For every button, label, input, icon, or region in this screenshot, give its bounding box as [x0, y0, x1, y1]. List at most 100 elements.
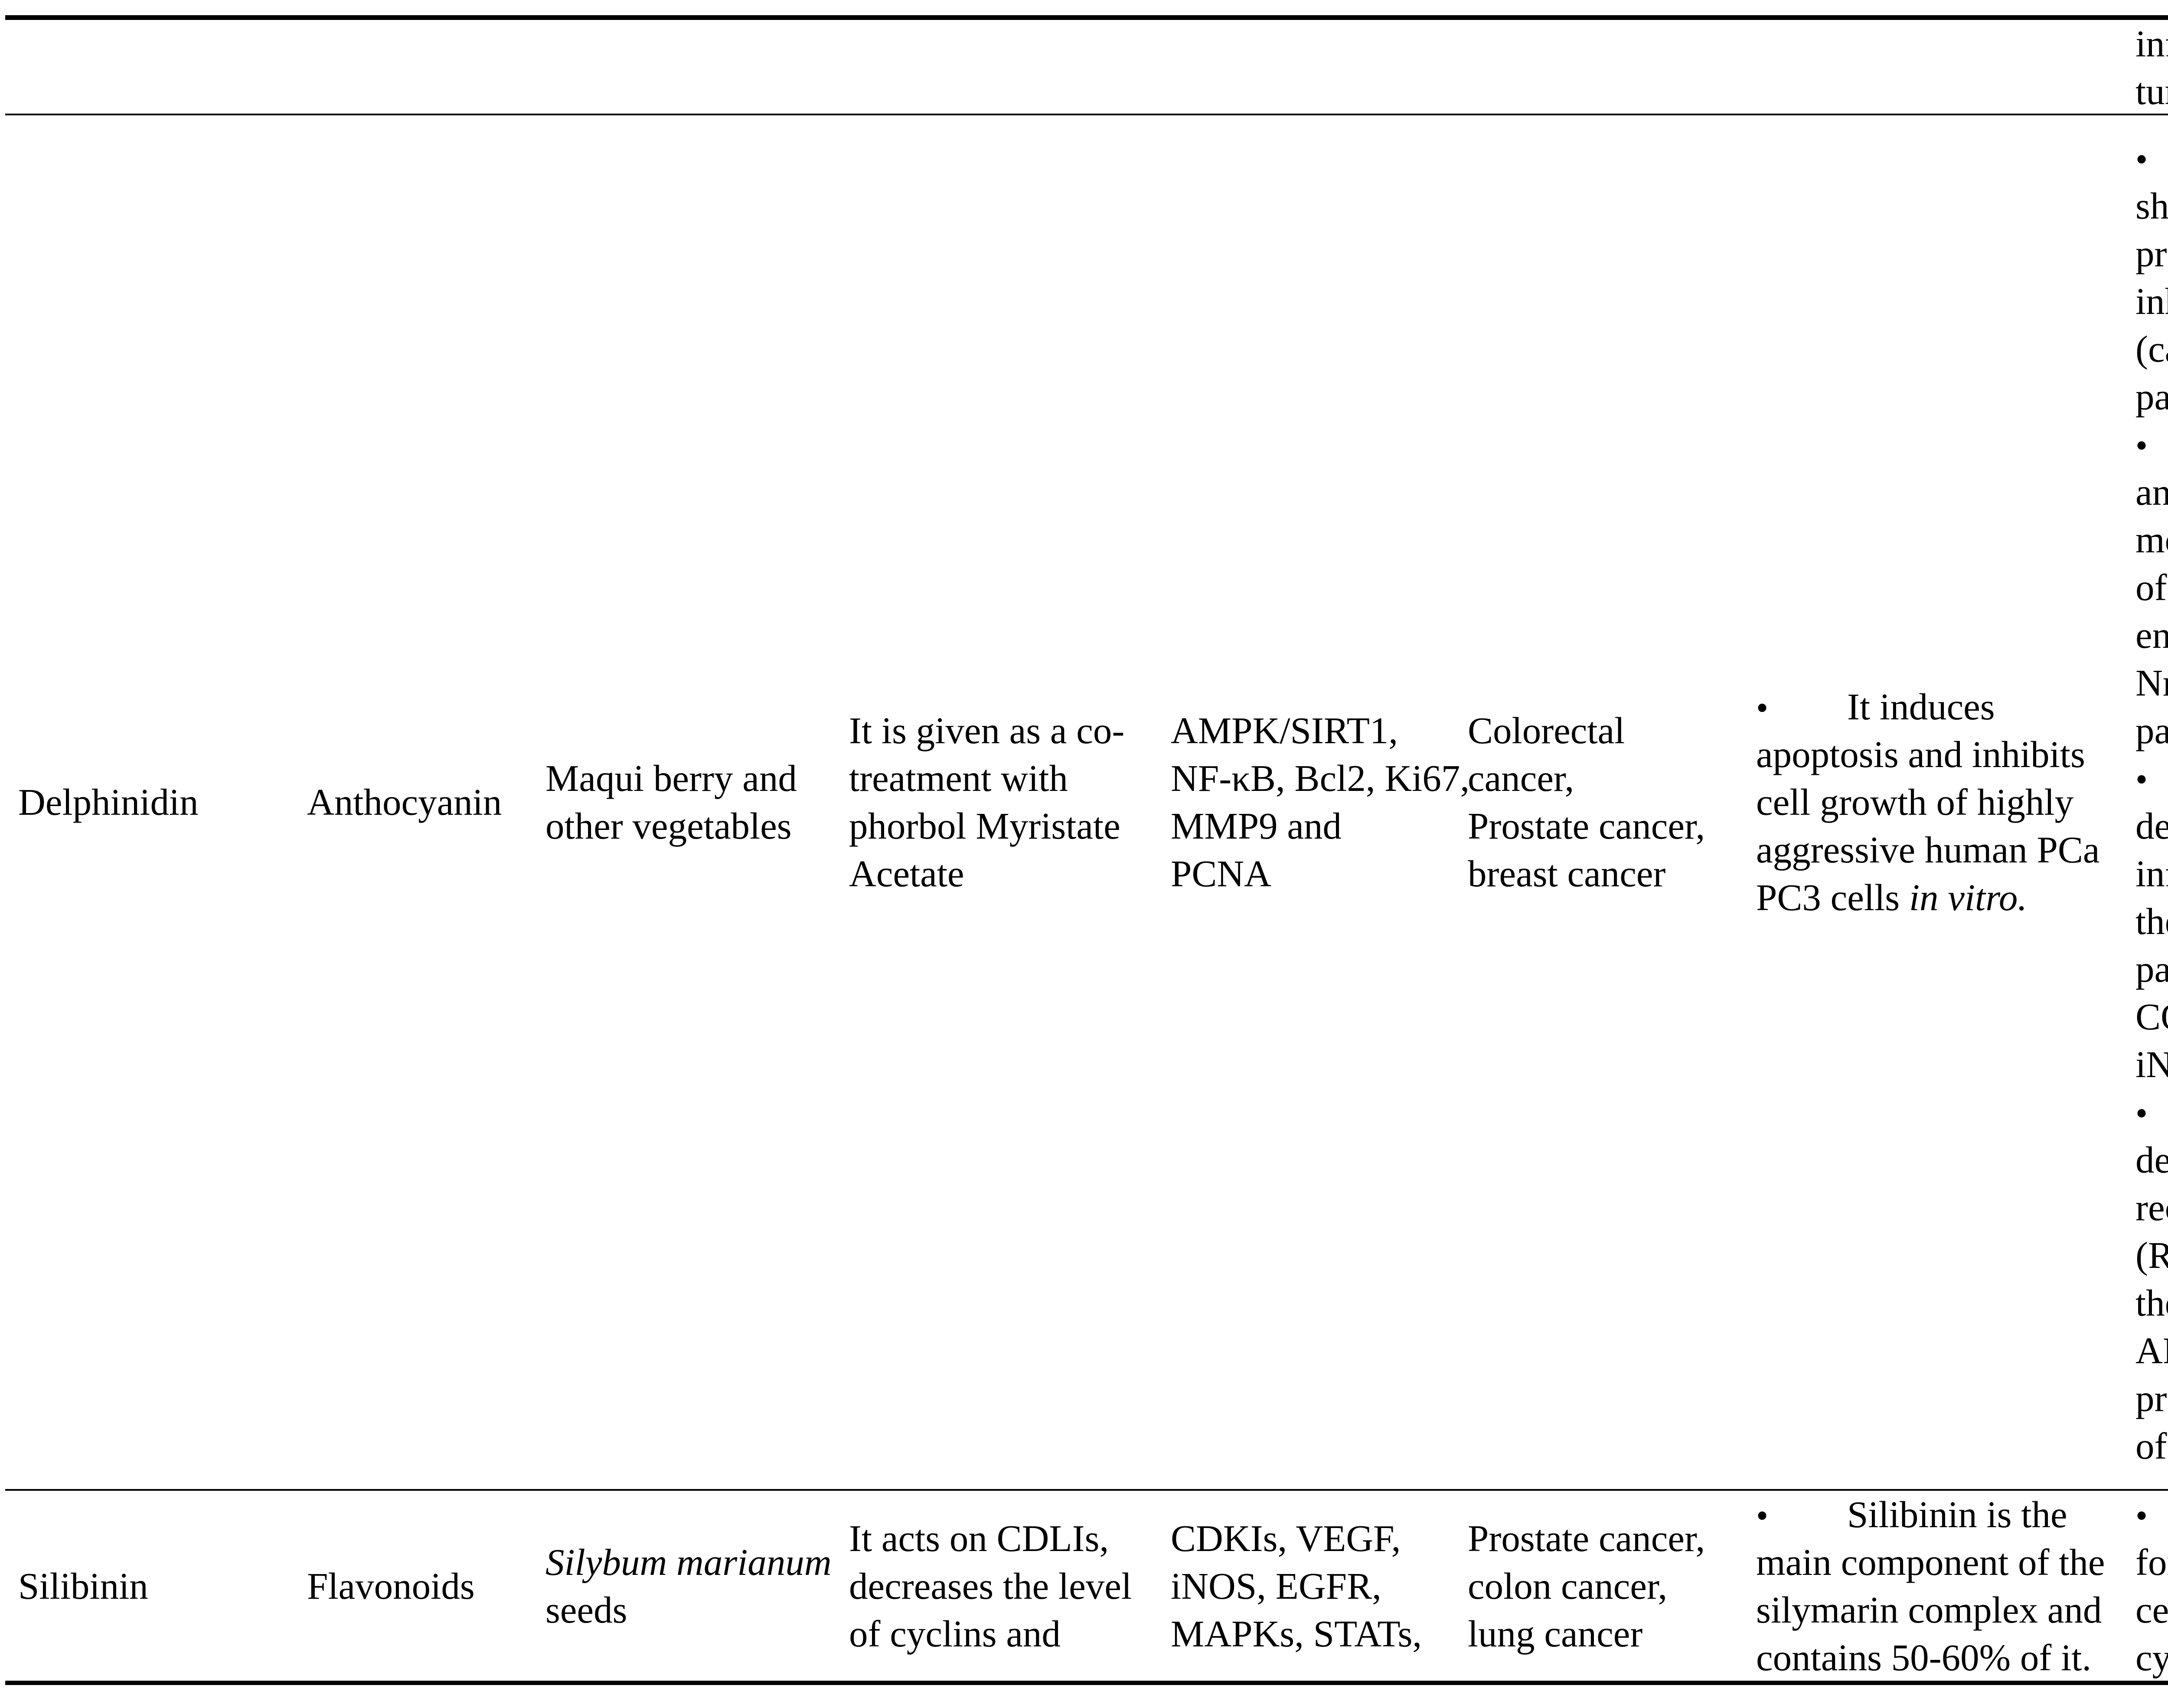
text-segment: It is given as a co- [849, 709, 1125, 751]
text-segment: Colorectal [1468, 709, 1625, 751]
text-segment: receptor tyrosine kinase [2135, 1186, 2168, 1228]
text-segment: silymarin complex and [1756, 1589, 2102, 1631]
table-cell-line: Prostate cancer, [1468, 802, 1753, 850]
row-separator [5, 1489, 2168, 1491]
text-segment: Acetate [849, 852, 964, 895]
table-cell-line: phorbol Myristate [849, 802, 1167, 850]
cell-treatment [846, 20, 1167, 115]
text-segment: delphinidin can reduce [2135, 805, 2168, 847]
text-segment: iNOS synthesis. [2135, 1043, 2168, 1085]
text-segment: delphinidin decreases [2135, 1139, 2168, 1181]
text-segment: Flavonoids [307, 1565, 475, 1607]
text-segment: decreases the level [849, 1565, 1132, 1607]
table-cell-line: inflammation by affecting [2135, 850, 2168, 898]
table-cell-line: Maqui berry and [545, 754, 846, 802]
text-segment: apoptosis and inhibits [1756, 733, 2085, 775]
table-cell-line: AP-1 factor, potentially [2135, 1327, 2168, 1375]
table-cell-line: MMP9 and [1171, 802, 1464, 850]
table-cell-line: prevention and therapy by [2135, 230, 2168, 278]
table-top-rule [5, 15, 2168, 20]
cell-mechanisms: infiltration in xenograftedtumors in viv… [2132, 20, 2168, 115]
table-cell-line: contains 50-60% of it. [1756, 1634, 2132, 1682]
table-cell-line: COX-2 levels and induces [2135, 993, 2168, 1041]
text-segment: Prostate cancer, [1468, 805, 1705, 847]
text-segment: contains 50-60% of it. [1756, 1636, 2092, 1679]
bullet-icon: • [1756, 689, 1769, 727]
text-segment: cell growth of highly [1756, 781, 2074, 823]
table-cell-line: for its ability to activate [2135, 1538, 2168, 1586]
text-segment: antioxidation by [2135, 471, 2168, 513]
text-segment: the PI3K/Akt and NF-κB [2135, 900, 2168, 942]
text-segment: It induces [1847, 686, 1995, 728]
table-cell-line: Colorectal [1468, 707, 1753, 754]
table-cell-line: MAPKs, STATs, [1171, 1610, 1464, 1658]
table-cell-line: iNOS, EGFR, [1171, 1562, 1464, 1610]
table-cell-line: AMPK/SIRT1, [1171, 707, 1464, 754]
text-segment: cancer, [1468, 757, 1574, 799]
table-cell-line: apoptosis and inhibits [1756, 731, 2132, 778]
table-cell-line: delphinidin can reduce [2135, 802, 2168, 850]
text-segment: AP-1 factor, potentially [2135, 1329, 2168, 1372]
table-cell-line: (canonical Wnt) signaling [2135, 325, 2168, 373]
text-segment: Maqui berry and [545, 757, 797, 799]
table-cell-line: •Furthermore, [2135, 754, 2168, 802]
text-segment: Silybum marianum [545, 1541, 832, 1583]
table-cell-line: It acts on CDLIs, [849, 1515, 1167, 1562]
text-segment: It acts on CDLIs, [849, 1517, 1109, 1559]
cell-class [304, 20, 542, 115]
table-cell-line: •Silibinin is recognized [2135, 1491, 2168, 1538]
table-cell-line: lung cancer [1468, 1610, 1753, 1658]
table-cell-line: • Silibinin is the [1756, 1491, 2132, 1538]
text-segment: PC3 cells [1756, 876, 1909, 918]
text-segment: main component of the [1756, 1541, 2105, 1583]
text-segment: aggressive human PCa [1756, 829, 2100, 871]
table-cell-line: PC3 cells in vitro. [1756, 874, 2132, 921]
text-segment: modulating the expression [2135, 519, 2168, 561]
table-cell-line: Silybum marianum [545, 1538, 846, 1586]
text-segment: breast cancer [1468, 852, 1666, 895]
text-segment: cyclin-dependent kinase [2135, 1636, 2168, 1679]
text-segment: NF-κB, Bcl2, Ki67, [1171, 757, 1470, 799]
table-cell-line: pathway. [2135, 707, 2168, 754]
cell-targets: CDKIs, VEGF, iNOS, EGFR, MAPKs, STATs, [1167, 1491, 1464, 1682]
table-cell-line: cell growth of highly [1756, 778, 2132, 826]
bullet-icon: • [2135, 140, 2148, 179]
text-segment: iNOS, EGFR, [1171, 1565, 1381, 1607]
text-segment: COX-2 levels and induces [2135, 996, 2168, 1038]
cell-cancer-types: Prostate cancer, colon cancer, lung cancer [1464, 1491, 1753, 1682]
table-cell-line: enzymes through the [2135, 611, 2168, 659]
table-cell-line: NF-κB, Bcl2, Ki67, [1171, 754, 1469, 802]
text-segment: treatment with [849, 757, 1068, 799]
table-cell-line: shown potential in cancer [2135, 182, 2168, 230]
text-segment: colon cancer, [1468, 1565, 1668, 1607]
table-cell-line: Anthocyanin [307, 778, 542, 826]
text-segment: enzymes through the [2135, 614, 2168, 656]
table-cell-line: infiltration in xenografted [2135, 20, 2168, 68]
phytochemicals-table: infiltration in xenograftedtumors in viv… [5, 15, 2168, 1685]
table-cell-line: antioxidation by [2135, 468, 2168, 516]
text-segment: of cancer development. [2135, 1425, 2168, 1467]
text-segment: Silibinin is the [1847, 1493, 2067, 1535]
text-segment: prevention and therapy by [2135, 232, 2168, 274]
cell-key-findings: • Silibinin is the main component of the si… [1753, 1491, 2132, 1682]
table-cell-line: receptor tyrosine kinase [2135, 1184, 2168, 1231]
bullet-icon: • [2135, 1497, 2148, 1535]
text-segment: other vegetables [545, 805, 792, 847]
table-cell-line: PCNA [1171, 850, 1464, 898]
text-segment: inhibiting the Wnt/β-catenin [2135, 280, 2168, 322]
table-cell-line: iNOS synthesis. [2135, 1041, 2168, 1088]
table-cell-line: breast cancer [1468, 850, 1753, 898]
cell-cancer-types [1464, 20, 1753, 115]
table-cell-line: CDKIs, VEGF, [1171, 1515, 1464, 1562]
text-segment: CDKIs, VEGF, [1171, 1517, 1401, 1559]
table-cell-line: of phase II antioxidant [2135, 564, 2168, 611]
cell-class: Anthocyanin [304, 115, 542, 1489]
text-segment: cellular checkpoints and [2135, 1589, 2168, 1631]
text-segment: pathway. [2135, 376, 2168, 418]
table-cell-line: of cancer development. [2135, 1422, 2168, 1470]
cell-targets [1167, 20, 1464, 115]
table-row-silibinin: Silibinin Flavonoids Silybum marianum see… [5, 1491, 2168, 1681]
cell-source: Silybum marianum seeds [542, 1491, 846, 1682]
table-cell-line: seeds [545, 1586, 846, 1634]
text-segment: tumors [2135, 70, 2168, 112]
